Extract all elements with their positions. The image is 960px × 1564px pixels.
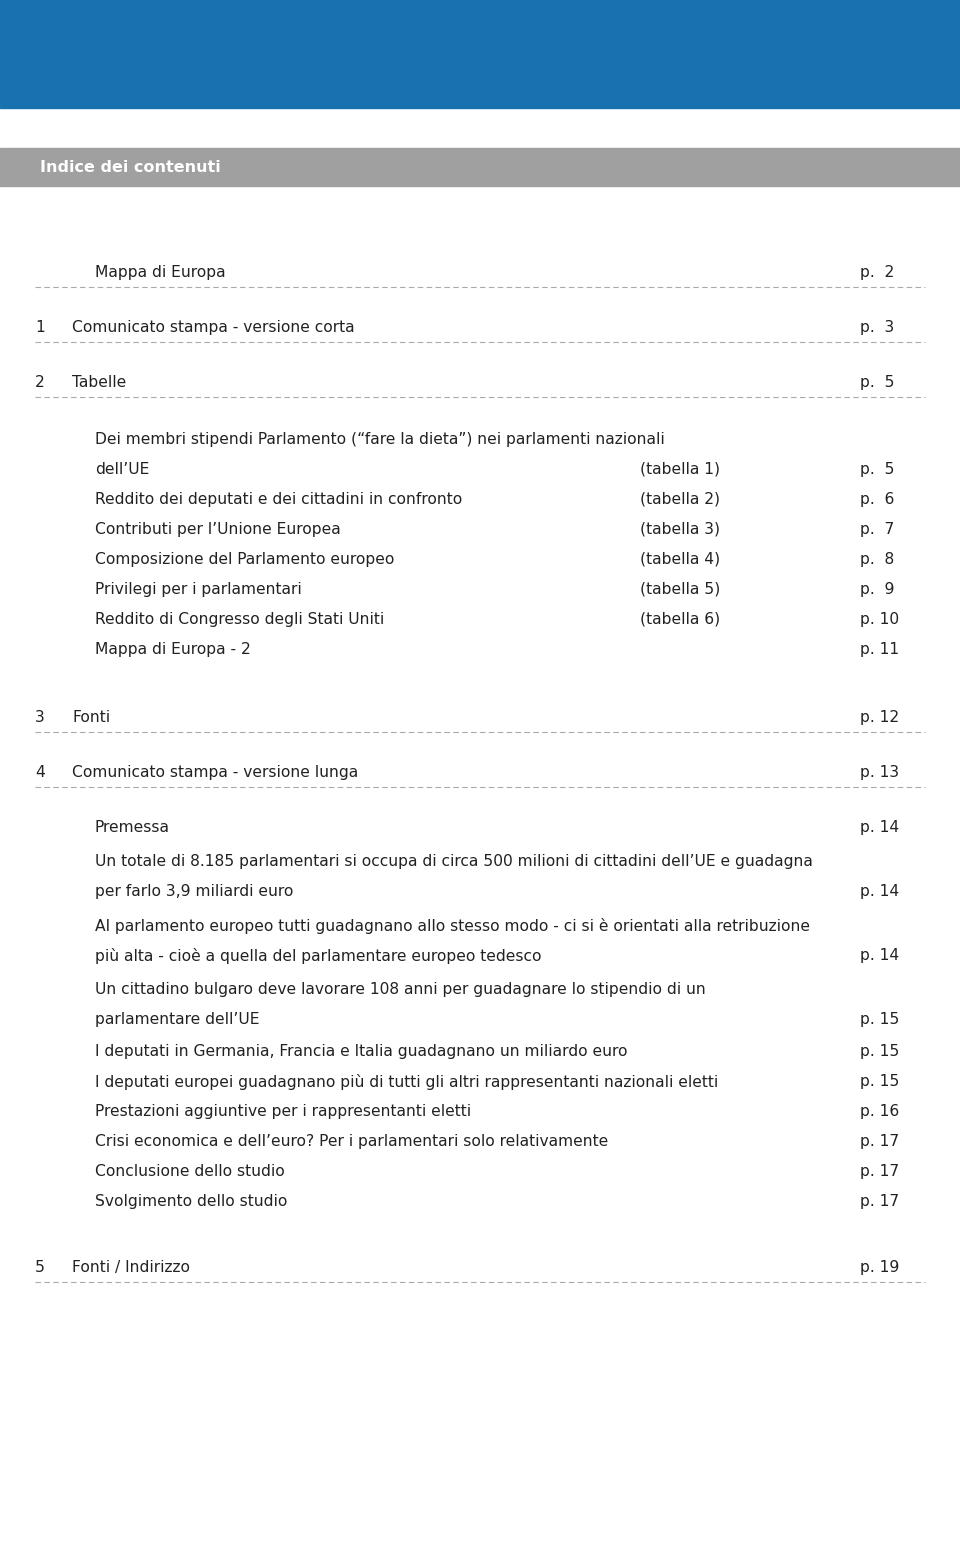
Text: p. 17: p. 17 <box>860 1134 900 1150</box>
Text: parlamentare dell’UE: parlamentare dell’UE <box>95 1012 259 1028</box>
Text: Comunicato stampa - versione corta: Comunicato stampa - versione corta <box>72 321 354 335</box>
Text: Crisi economica e dell’euro? Per i parlamentari solo relativamente: Crisi economica e dell’euro? Per i parla… <box>95 1134 609 1150</box>
Text: più alta - cioè a quella del parlamentare europeo tedesco: più alta - cioè a quella del parlamentar… <box>95 948 541 963</box>
Text: 1: 1 <box>35 321 45 335</box>
Text: p. 15: p. 15 <box>860 1074 900 1089</box>
Text: 5: 5 <box>35 1261 45 1275</box>
Text: p.  7: p. 7 <box>860 522 895 536</box>
Text: Fonti / Indirizzo: Fonti / Indirizzo <box>72 1261 190 1275</box>
Text: p. 17: p. 17 <box>860 1164 900 1179</box>
Text: 2: 2 <box>35 375 45 389</box>
Bar <box>0 149 960 186</box>
Text: Contributi per l’Unione Europea: Contributi per l’Unione Europea <box>95 522 341 536</box>
Text: Premessa: Premessa <box>95 820 170 835</box>
Text: p. 16: p. 16 <box>860 1104 900 1118</box>
Text: p. 17: p. 17 <box>860 1193 900 1209</box>
Text: (tabella 4): (tabella 4) <box>640 552 720 568</box>
Text: p. 15: p. 15 <box>860 1045 900 1059</box>
Text: (tabella 3): (tabella 3) <box>640 522 720 536</box>
Text: Comunicato stampa - versione lunga: Comunicato stampa - versione lunga <box>72 765 358 780</box>
Text: p. 13: p. 13 <box>860 765 900 780</box>
Text: p. 19: p. 19 <box>860 1261 900 1275</box>
Text: Un cittadino bulgaro deve lavorare 108 anni per guadagnare lo stipendio di un: Un cittadino bulgaro deve lavorare 108 a… <box>95 982 706 996</box>
Text: Svolgimento dello studio: Svolgimento dello studio <box>95 1193 287 1209</box>
Text: Al parlamento europeo tutti guadagnano allo stesso modo - ci si è orientati alla: Al parlamento europeo tutti guadagnano a… <box>95 918 810 934</box>
Text: Mappa di Europa: Mappa di Europa <box>95 264 226 280</box>
Text: p. 15: p. 15 <box>860 1012 900 1028</box>
Text: p. 12: p. 12 <box>860 710 900 726</box>
Text: Conclusione dello studio: Conclusione dello studio <box>95 1164 285 1179</box>
Text: p.  5: p. 5 <box>860 375 895 389</box>
Text: (tabella 6): (tabella 6) <box>640 612 720 627</box>
Text: Prestazioni aggiuntive per i rappresentanti eletti: Prestazioni aggiuntive per i rappresenta… <box>95 1104 471 1118</box>
Text: (tabella 2): (tabella 2) <box>640 493 720 507</box>
Text: Reddito dei deputati e dei cittadini in confronto: Reddito dei deputati e dei cittadini in … <box>95 493 463 507</box>
Text: Indice dei contenuti: Indice dei contenuti <box>40 160 221 175</box>
Text: Un totale di 8.185 parlamentari si occupa di circa 500 milioni di cittadini dell: Un totale di 8.185 parlamentari si occup… <box>95 854 813 870</box>
Bar <box>0 0 960 108</box>
Text: p. 14: p. 14 <box>860 820 900 835</box>
Text: p. 14: p. 14 <box>860 884 900 899</box>
Text: 3: 3 <box>35 710 45 726</box>
Text: 4: 4 <box>35 765 45 780</box>
Text: Tabelle: Tabelle <box>72 375 127 389</box>
Text: p.  5: p. 5 <box>860 461 895 477</box>
Text: p.  8: p. 8 <box>860 552 895 568</box>
Text: p. 10: p. 10 <box>860 612 900 627</box>
Text: per farlo 3,9 miliardi euro: per farlo 3,9 miliardi euro <box>95 884 294 899</box>
Text: I deputati in Germania, Francia e Italia guadagnano un miliardo euro: I deputati in Germania, Francia e Italia… <box>95 1045 628 1059</box>
Text: Dei membri stipendi Parlamento (“fare la dieta”) nei parlamenti nazionali: Dei membri stipendi Parlamento (“fare la… <box>95 432 664 447</box>
Text: (tabella 1): (tabella 1) <box>640 461 720 477</box>
Text: Reddito di Congresso degli Stati Uniti: Reddito di Congresso degli Stati Uniti <box>95 612 384 627</box>
Text: p.  6: p. 6 <box>860 493 895 507</box>
Text: p.  2: p. 2 <box>860 264 895 280</box>
Text: p. 11: p. 11 <box>860 641 900 657</box>
Text: p.  3: p. 3 <box>860 321 895 335</box>
Text: dell’UE: dell’UE <box>95 461 150 477</box>
Text: Fonti: Fonti <box>72 710 110 726</box>
Text: (tabella 5): (tabella 5) <box>640 582 720 597</box>
Text: Composizione del Parlamento europeo: Composizione del Parlamento europeo <box>95 552 395 568</box>
Text: Privilegi per i parlamentari: Privilegi per i parlamentari <box>95 582 301 597</box>
Text: I deputati europei guadagnano più di tutti gli altri rappresentanti nazionali el: I deputati europei guadagnano più di tut… <box>95 1074 718 1090</box>
Text: p. 14: p. 14 <box>860 948 900 963</box>
Text: Mappa di Europa - 2: Mappa di Europa - 2 <box>95 641 251 657</box>
Text: p.  9: p. 9 <box>860 582 895 597</box>
